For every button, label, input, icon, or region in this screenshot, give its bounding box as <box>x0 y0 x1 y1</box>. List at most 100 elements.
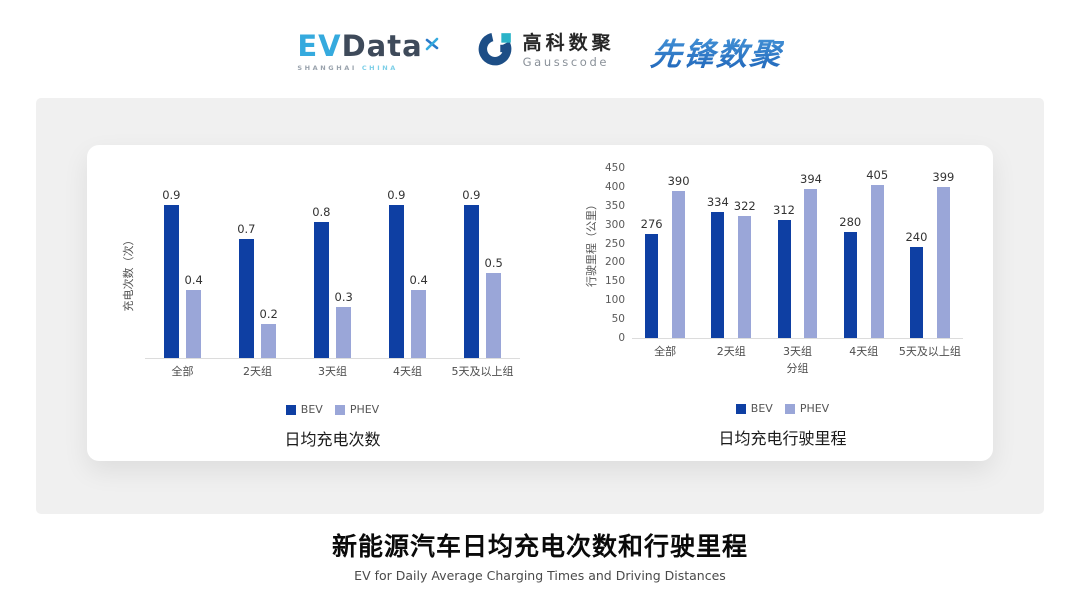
y-tick-label: 250 <box>604 237 625 250</box>
bar-phev <box>411 290 427 358</box>
evdata-sub-shanghai: SHANGHAI <box>297 63 357 72</box>
y-tick-label: 300 <box>604 218 625 231</box>
legend-swatch-bev <box>285 404 296 415</box>
bar-wrap-bev: 0.8 <box>312 188 331 358</box>
pioneer-logo: 先锋数聚 <box>648 29 785 74</box>
bar-wrap-phev: 394 <box>800 168 822 338</box>
chart-title: 日均充电次数 <box>284 430 381 449</box>
bar-wrap-bev: 0.9 <box>162 188 181 358</box>
y-tick-label: 50 <box>611 313 625 326</box>
bar-phev <box>936 187 950 338</box>
y-tick-label: 450 <box>604 162 625 174</box>
bar-group: 312 394 <box>764 168 830 338</box>
chart-card: 充电次数（次） 0.9 0.4 0.7 0.2 0.8 0.3 0.9 0.4 0.9 0.5 全… <box>87 145 993 461</box>
y-tick-label: 100 <box>604 294 625 307</box>
bar-bev <box>388 205 404 358</box>
legend-swatch-phev <box>784 403 795 414</box>
page-subtitle: EV for Daily Average Charging Times and … <box>354 568 726 583</box>
logo-header: EV Data SHANGHAI CHINA <box>0 20 1080 82</box>
bar-value-label: 394 <box>800 172 822 186</box>
bar-value-label: 334 <box>706 195 729 209</box>
plot-area: 0.9 0.4 0.7 0.2 0.8 0.3 0.9 0.4 0.9 0.5 <box>145 188 520 359</box>
bar-bev <box>777 220 791 338</box>
legend-label: BEV <box>300 403 323 416</box>
bar-group: 280 405 <box>831 168 897 338</box>
bar-phev <box>261 324 277 358</box>
y-tick-label: 200 <box>604 256 625 269</box>
bar-group: 240 399 <box>897 168 963 338</box>
category-label: 2天组 <box>716 345 746 358</box>
bar-value-label: 390 <box>667 174 690 188</box>
bar-value-label: 312 <box>773 203 795 217</box>
bar-wrap-phev: 322 <box>734 168 756 338</box>
bar-value-label: 0.2 <box>259 307 278 321</box>
chart-daily-driving-distance: 行驶里程（公里） 0 50 100 150 200 250 300 350 400 450 276… <box>540 145 993 461</box>
bar-bev <box>313 222 329 358</box>
category-label: 3天组 <box>783 345 812 358</box>
legend-item-phev: PHEV <box>334 403 379 416</box>
footer: 新能源汽车日均充电次数和行驶里程 EV for Daily Average Ch… <box>0 527 1080 583</box>
category-label: 4天组 <box>849 345 879 358</box>
legend-item-bev: BEV <box>285 403 323 416</box>
bar-phev <box>336 307 352 358</box>
bar-group: 0.7 0.2 <box>220 188 295 358</box>
legend-swatch-bev <box>735 403 746 414</box>
bar-bev <box>238 239 254 358</box>
legend: BEV PHEV <box>145 403 520 416</box>
bar-value-label: 0.8 <box>312 205 331 219</box>
evdata-logo-data: Data <box>341 28 423 63</box>
bar-group: 334 322 <box>698 168 764 338</box>
legend-item-phev: PHEV <box>784 402 829 415</box>
bar-bev <box>909 247 923 338</box>
bar-value-label: 0.9 <box>162 188 181 202</box>
bar-group: 276 390 <box>632 168 698 338</box>
y-tick-label: 400 <box>604 180 625 193</box>
bar-wrap-phev: 0.4 <box>185 188 203 358</box>
category-label: 全部 <box>171 365 194 378</box>
bar-wrap-phev: 405 <box>866 168 888 338</box>
legend: BEV PHEV <box>602 402 963 415</box>
gausscode-logo: 高科数聚 Gausscode <box>476 30 615 72</box>
chart-daily-charging-times: 充电次数（次） 0.9 0.4 0.7 0.2 0.8 0.3 0.9 0.4 0.9 0.5 全… <box>87 145 540 461</box>
bar-value-label: 0.9 <box>462 188 481 202</box>
x-axis-categories: 全部 2天组 3天组 4天组 5天及以上组 <box>145 363 520 379</box>
legend-item-bev: BEV <box>735 402 773 415</box>
bar-wrap-bev: 240 <box>905 168 927 338</box>
bar-value-label: 405 <box>866 168 889 182</box>
category-label: 3天组 <box>318 365 347 378</box>
bar-wrap-bev: 334 <box>707 168 729 338</box>
bar-phev <box>738 216 752 338</box>
gausscode-cn-label: 高科数聚 <box>522 32 615 54</box>
bar-value-label: 0.4 <box>409 273 428 287</box>
bar-wrap-phev: 0.2 <box>260 188 278 358</box>
bar-value-label: 0.5 <box>484 256 503 270</box>
y-tick-label: 350 <box>604 199 625 212</box>
bar-bev <box>463 205 479 358</box>
bar-wrap-phev: 0.3 <box>335 188 353 358</box>
x-axis-categories: 全部 2天组 3天组 4天组 5天及以上组 <box>632 343 963 359</box>
evdata-sub-china: CHINA <box>361 63 398 72</box>
gausscode-en-label: Gausscode <box>522 54 610 69</box>
bar-group: 0.9 0.4 <box>145 188 220 358</box>
bar-wrap-bev: 276 <box>641 168 663 338</box>
evdata-logo: EV Data SHANGHAI CHINA <box>297 31 439 72</box>
bar-phev <box>870 185 884 338</box>
chart-panel: 充电次数（次） 0.9 0.4 0.7 0.2 0.8 0.3 0.9 0.4 0.9 0.5 全… <box>36 98 1044 514</box>
bar-wrap-bev: 0.7 <box>237 188 256 358</box>
bar-wrap-bev: 0.9 <box>462 188 481 358</box>
gausscode-g-icon <box>476 30 514 72</box>
bar-wrap-phev: 390 <box>668 168 690 338</box>
bar-value-label: 240 <box>905 230 928 244</box>
bar-bev <box>843 232 857 338</box>
y-axis-label: 行驶里程（公里） <box>585 199 598 287</box>
bar-wrap-phev: 0.4 <box>410 188 428 358</box>
bar-wrap-bev: 312 <box>773 168 795 338</box>
pinwheel-icon <box>424 27 440 57</box>
bar-wrap-phev: 399 <box>932 168 954 338</box>
y-tick-label: 150 <box>604 275 625 288</box>
bar-phev <box>672 191 686 338</box>
bar-wrap-bev: 280 <box>839 168 861 338</box>
page-title: 新能源汽车日均充电次数和行驶里程 <box>331 532 748 561</box>
bar-phev <box>804 189 818 338</box>
